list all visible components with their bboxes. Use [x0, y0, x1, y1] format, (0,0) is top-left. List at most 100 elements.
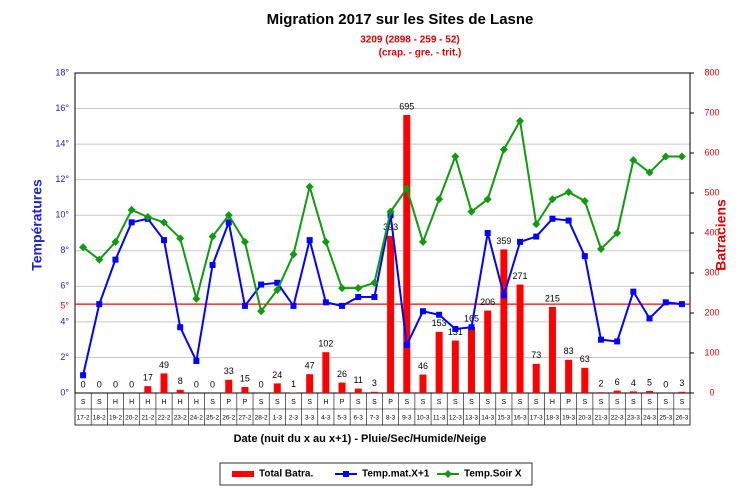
data-label: 1: [291, 379, 296, 389]
data-label: 3: [679, 378, 684, 388]
y-tick-label: 0°: [60, 387, 69, 397]
weather-label: H: [145, 399, 150, 406]
line: [82, 215, 683, 376]
x-tick-label: 7-3: [370, 415, 380, 422]
x-tick-label: 25-2: [206, 415, 219, 422]
bar: [160, 373, 168, 393]
x-tick-label: 18-2: [93, 415, 106, 422]
bar: [500, 249, 508, 393]
x-tick-label: 16-3: [514, 415, 527, 422]
legend-label: Temp.mat.X+1: [362, 469, 430, 480]
x-tick-label: 26-2: [222, 415, 235, 422]
bar: [597, 392, 605, 393]
data-label: 153: [432, 318, 447, 328]
y2-tick-label: 800: [704, 67, 719, 77]
marker: [467, 207, 476, 216]
bar: [484, 310, 492, 393]
weather-label: S: [647, 399, 652, 406]
marker: [580, 197, 589, 205]
marker: [662, 299, 669, 306]
marker: [95, 255, 104, 264]
marker: [338, 284, 347, 293]
bar: [678, 391, 686, 393]
marker: [403, 342, 410, 348]
marker: [321, 237, 330, 246]
weather-label: S: [534, 399, 539, 406]
marker: [208, 232, 217, 241]
bar: [176, 389, 184, 393]
x-tick-label: 1-3: [273, 415, 283, 422]
y-tick-label: 2°: [60, 352, 69, 362]
y-tick-label: 16°: [55, 103, 69, 113]
x-tick-label: 28-2: [255, 415, 268, 422]
data-label: 359: [496, 236, 511, 246]
bar: [322, 352, 330, 393]
x-tick-label: 18-3: [546, 415, 559, 422]
bar: [516, 284, 524, 393]
y-tick-label: 14°: [55, 138, 69, 148]
data-label: 24: [272, 370, 282, 380]
marker: [646, 315, 653, 322]
marker: [193, 358, 200, 364]
weather-label: S: [356, 399, 361, 406]
data-label: 26: [337, 369, 347, 379]
weather-label: S: [518, 399, 523, 406]
marker: [160, 218, 169, 227]
marker: [322, 299, 329, 306]
weather-label: H: [161, 399, 166, 406]
marker: [678, 301, 685, 308]
marker: [290, 302, 297, 309]
y-tick-label: 6°: [60, 281, 69, 291]
marker: [258, 281, 265, 288]
marker: [225, 219, 232, 226]
bar: [532, 363, 540, 393]
bar: [338, 382, 346, 393]
data-label: 0: [129, 379, 134, 389]
data-label: 0: [81, 379, 86, 389]
bar: [581, 367, 589, 393]
weather-label: H: [323, 399, 328, 406]
data-label: 49: [159, 360, 169, 370]
x-tick-label: 21-2: [141, 415, 154, 422]
y2-tick-label: 700: [704, 107, 719, 117]
marker: [240, 237, 249, 246]
bar: [435, 331, 443, 393]
marker: [452, 326, 459, 332]
legend-swatch: [232, 471, 254, 477]
data-label: 15: [240, 373, 250, 383]
bar: [629, 391, 637, 393]
marker: [435, 195, 444, 204]
bar: [144, 386, 152, 393]
data-label: 6: [615, 377, 620, 387]
data-label: 46: [418, 361, 428, 371]
marker: [661, 152, 670, 161]
bar: [451, 340, 459, 393]
y2-tick-label: 0: [709, 387, 714, 397]
x-tick-label: 23-3: [627, 415, 640, 422]
data-label: 393: [383, 222, 398, 232]
data-label: 0: [113, 379, 118, 389]
y-tick-label: 10°: [55, 210, 69, 220]
data-label: 0: [663, 379, 668, 389]
data-label: 165: [464, 313, 479, 323]
data-label: 102: [318, 339, 333, 349]
weather-label: P: [226, 399, 231, 406]
weather-label: H: [129, 399, 134, 406]
marker: [484, 230, 491, 236]
x-tick-label: 17-2: [77, 415, 90, 422]
legend-marker: [343, 471, 349, 477]
data-label: 63: [580, 354, 590, 364]
marker: [564, 188, 573, 197]
marker: [549, 215, 556, 222]
marker: [451, 152, 460, 161]
chart-title: Migration 2017 sur les Sites de Lasne: [267, 11, 534, 28]
legend-label: Total Batra.: [259, 469, 313, 480]
data-label: 11: [354, 375, 363, 385]
x-tick-label: 20-2: [125, 415, 138, 422]
x-tick-label: 24-2: [190, 415, 203, 422]
x-tick-label: 5-3: [337, 415, 347, 422]
marker: [112, 256, 119, 263]
marker: [436, 311, 443, 318]
marker: [306, 237, 313, 244]
x-tick-label: 15-3: [497, 415, 510, 422]
